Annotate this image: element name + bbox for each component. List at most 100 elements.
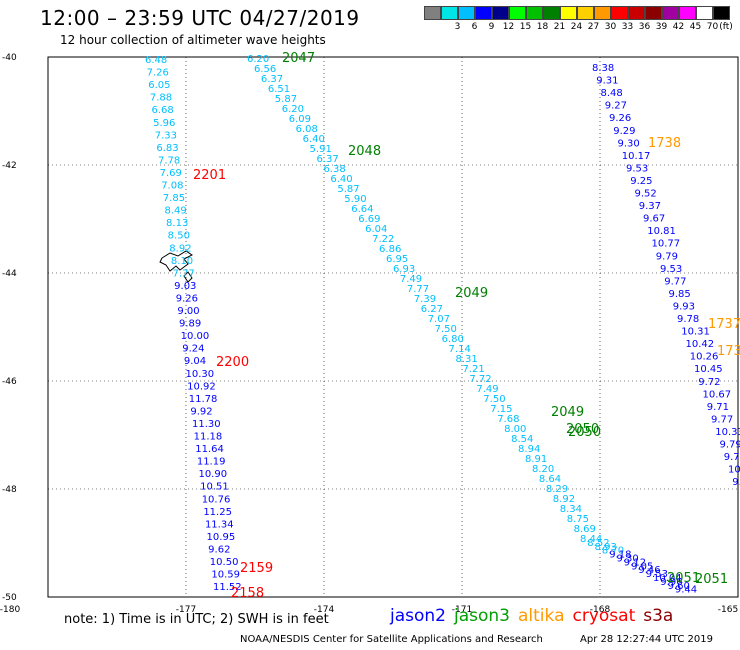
legend-swatch — [424, 6, 441, 20]
swh-value: 9. — [732, 477, 740, 488]
swh-value: 11.52 — [213, 582, 242, 593]
swh-value: 6.27 — [421, 304, 443, 315]
satellite-name: cryosat — [572, 606, 636, 626]
swh-value: 6.93 — [393, 264, 415, 275]
legend-swatch — [560, 6, 577, 20]
swh-value: 7.22 — [372, 234, 394, 245]
swh-value: 5.90 — [344, 194, 366, 205]
swh-value: 9.79 — [656, 251, 678, 262]
swh-value: 5.96 — [153, 118, 175, 129]
lat-tick-label: -42 — [2, 161, 17, 171]
swh-value: 8.29 — [546, 484, 568, 495]
satellite-name: altika — [518, 606, 565, 626]
lat-tick-label: -50 — [2, 593, 17, 603]
swh-value: 7.77 — [407, 284, 429, 295]
legend-label: 45 — [689, 22, 702, 32]
lon-tick-label: -168 — [590, 605, 611, 615]
swh-value: 7.33 — [155, 130, 177, 141]
legend-swatch — [543, 6, 560, 20]
swh-value: 9.03 — [174, 281, 196, 292]
page-subtitle: 12 hour collection of altimeter wave hei… — [60, 33, 326, 47]
swh-value: 9.53 — [626, 163, 648, 174]
time-label: 2159 — [240, 561, 273, 576]
lon-tick-label: -180 — [0, 605, 20, 615]
satellite-name: jason2 — [390, 606, 446, 626]
swh-value: 7.08 — [161, 181, 183, 192]
swh-value: 11.64 — [195, 444, 224, 455]
swh-value: 8.94 — [518, 444, 540, 455]
time-label: 2200 — [216, 355, 249, 370]
satellite-name: jason3 — [454, 606, 510, 626]
swh-value: 7.68 — [497, 414, 519, 425]
swh-value: 8.54 — [511, 434, 533, 445]
swh-value: 10.81 — [647, 226, 676, 237]
swh-value: 6.20 — [282, 104, 304, 115]
swh-value: 10.90 — [198, 469, 227, 480]
color-legend: 3 6 9 12 15 18 21 24 27 30 33 36 39 42 45 70 (ft) — [424, 6, 733, 32]
swh-value: 6.20 — [247, 54, 269, 65]
footer-credit: NOAA/NESDIS Center for Satellite Applica… — [240, 634, 543, 645]
swh-value: 11.34 — [205, 519, 234, 530]
time-label: 2048 — [348, 144, 381, 159]
swh-value: 10.51 — [200, 482, 229, 493]
swh-value: 6.80 — [442, 334, 464, 345]
legend-swatch — [441, 6, 458, 20]
swh-value: 6.05 — [148, 80, 170, 91]
legend-swatch — [645, 6, 662, 20]
lat-tick-label: -40 — [2, 53, 17, 63]
island-outline — [183, 271, 193, 283]
swh-value: 11.19 — [197, 457, 226, 468]
swh-value: 8.92 — [553, 494, 575, 505]
swh-value: 9.79 — [720, 440, 740, 451]
time-label: 2050 — [566, 422, 599, 437]
swh-value: 9.46 — [638, 565, 660, 576]
swh-value: 9.89 — [179, 319, 201, 330]
legend-swatch — [713, 6, 730, 20]
swh-value: 7.21 — [462, 364, 484, 375]
swh-value: 7.49 — [476, 384, 498, 395]
swh-value: 10.76 — [202, 494, 231, 505]
time-label: 2201 — [193, 168, 226, 183]
lat-tick-label: -44 — [2, 269, 17, 279]
swh-value: 9.92 — [190, 406, 212, 417]
legend-label: 12 — [502, 22, 515, 32]
swh-value: 5.87 — [337, 184, 359, 195]
swh-value: 9.53 — [660, 264, 682, 275]
swh-value: 9.78 — [677, 314, 699, 325]
swh-value: 9.37 — [639, 201, 661, 212]
legend-label: 30 — [604, 22, 617, 32]
swh-value: 9.27 — [605, 101, 627, 112]
legend-label: 3 — [454, 22, 461, 32]
swh-value: 8.52 — [587, 538, 609, 549]
legend-label: 42 — [672, 22, 685, 32]
swh-value: 11.25 — [203, 507, 232, 518]
swh-value: 8.93 — [595, 542, 617, 553]
time-label: 2049 — [455, 286, 488, 301]
swh-value: 11.30 — [192, 419, 221, 430]
swh-value: 8.10 — [171, 256, 193, 267]
swh-value: 9.53 — [646, 569, 668, 580]
swh-value: 9.18 — [609, 550, 631, 561]
swh-value: 6.40 — [303, 134, 325, 145]
swh-value: 6.86 — [379, 244, 401, 255]
time-label: 2158 — [231, 586, 264, 601]
satellite-name: s3a — [643, 606, 674, 626]
island-outline — [159, 250, 193, 272]
swh-value: 7.49 — [400, 274, 422, 285]
swh-value: 10.00 — [181, 331, 210, 342]
time-label: 2051 — [695, 572, 728, 587]
swh-value: 9.05 — [631, 561, 653, 572]
legend-swatch — [662, 6, 679, 20]
swh-value: 7.15 — [490, 404, 512, 415]
swh-value: 8.34 — [560, 504, 582, 515]
time-label: 2049 — [551, 405, 584, 420]
legend-label: 39 — [655, 22, 668, 32]
swh-value: 10.67 — [703, 389, 732, 400]
footer-timestamp: Apr 28 12:27:44 UTC 2019 — [580, 634, 713, 645]
swh-value: 7.72 — [469, 374, 491, 385]
lat-tick-label: -46 — [2, 377, 17, 387]
swh-value: 9.62 — [208, 544, 230, 555]
swh-value: 7.39 — [414, 294, 436, 305]
swh-value: 8.31 — [456, 354, 478, 365]
swh-value: 9.77 — [664, 276, 686, 287]
